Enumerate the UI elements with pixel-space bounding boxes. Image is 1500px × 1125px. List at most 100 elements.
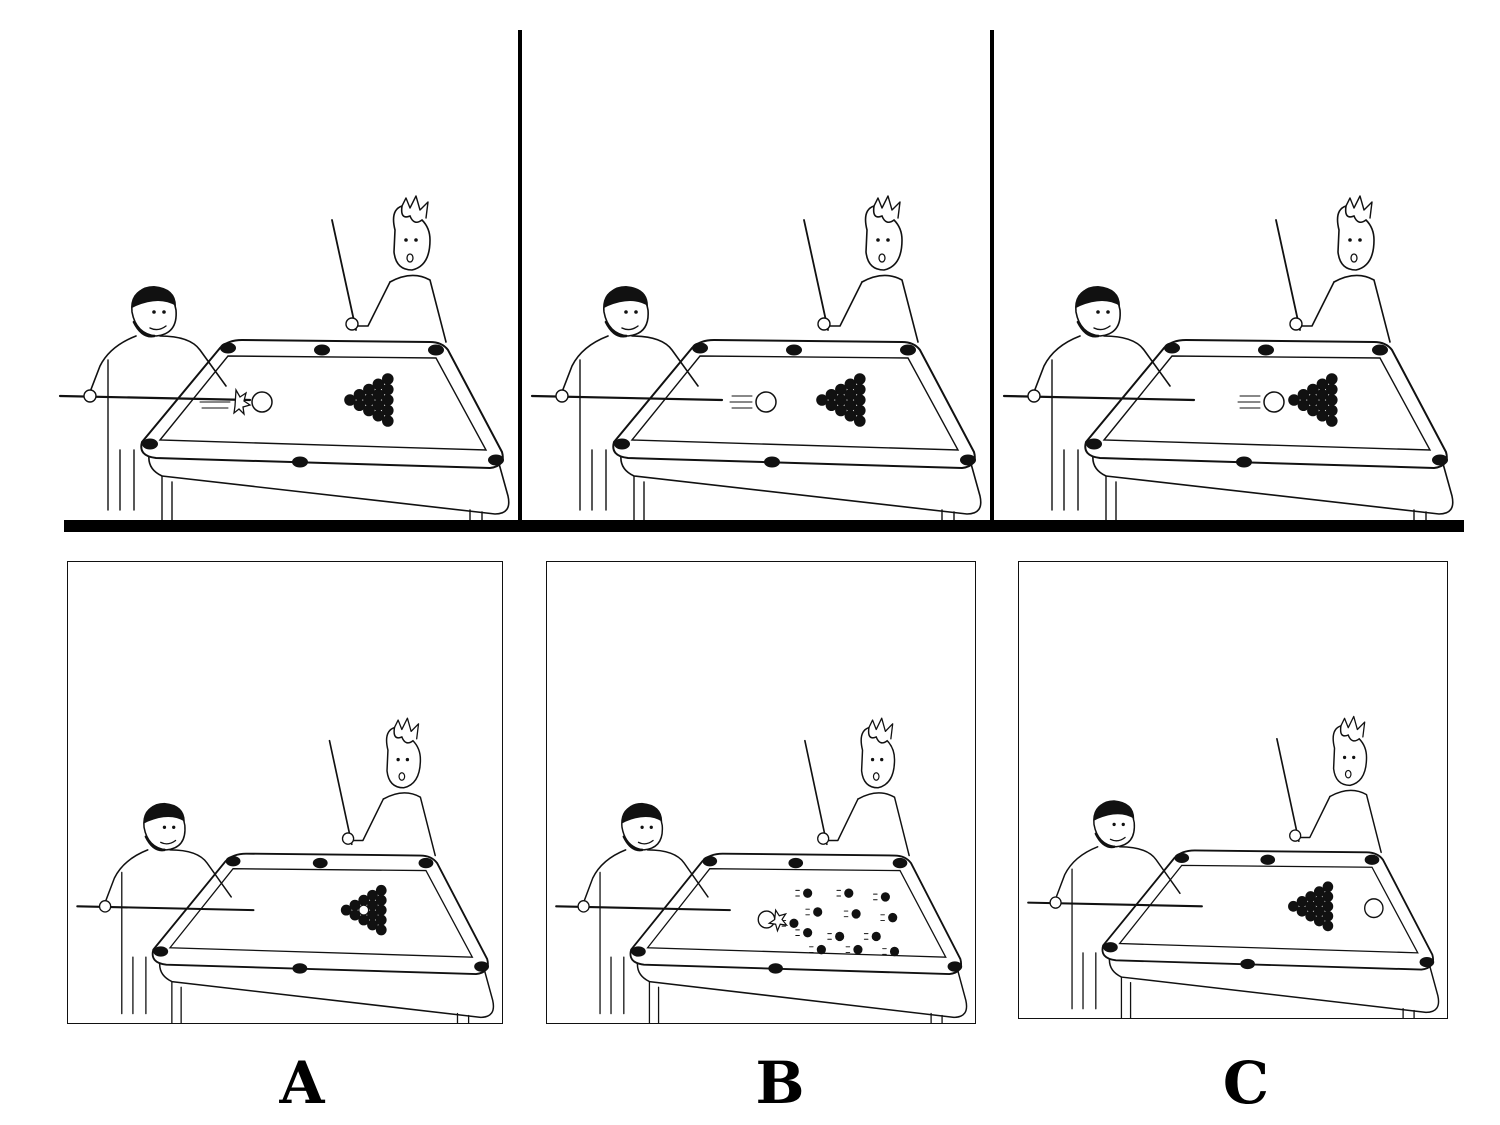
object-ball	[1313, 905, 1325, 917]
option-label-b[interactable]: B	[755, 1049, 805, 1117]
standing-player-eye	[886, 238, 890, 242]
shooter-beard	[144, 835, 166, 852]
object-ball	[816, 394, 828, 406]
object-ball	[358, 894, 370, 906]
object-ball	[1322, 900, 1334, 912]
table-pocket	[474, 961, 490, 972]
table-cushion	[158, 355, 488, 451]
frame-divider	[990, 30, 994, 522]
table-pocket	[1174, 852, 1190, 864]
motion-line	[805, 908, 810, 916]
shooter-eye	[172, 825, 176, 830]
object-ball	[367, 889, 378, 901]
standing-player-hand	[345, 317, 359, 331]
table-pocket	[702, 856, 718, 867]
standing-player-mouth	[878, 253, 886, 263]
pool-scene-option-a	[76, 717, 495, 1023]
standing-player-arm	[351, 281, 391, 327]
object-ball	[375, 914, 387, 926]
shooter-hand	[83, 389, 97, 403]
standing-player-cue	[804, 739, 828, 846]
standing-player-mouth	[872, 772, 880, 781]
standing-player-arm	[1295, 281, 1335, 327]
motion-line	[843, 910, 849, 918]
option-panel-b[interactable]	[546, 561, 976, 1024]
table-pocket	[1364, 854, 1380, 865]
object-ball	[1322, 910, 1334, 922]
standing-player-eye	[396, 757, 400, 762]
standing-player-torso	[1329, 789, 1382, 854]
object-ball	[871, 931, 881, 942]
object-ball	[844, 888, 854, 898]
shooter-back-arm	[104, 849, 149, 904]
shooter-eye	[624, 310, 628, 314]
table-pocket	[1240, 958, 1255, 970]
object-ball	[1325, 383, 1338, 396]
object-ball	[825, 399, 838, 412]
object-ball	[1307, 394, 1319, 406]
motion-line	[845, 946, 851, 953]
object-ball	[363, 404, 375, 417]
object-ball	[803, 927, 813, 938]
cue-ball	[1263, 391, 1285, 413]
table-pocket	[153, 946, 169, 957]
object-ball	[1297, 388, 1310, 401]
shooter-mouth	[149, 325, 167, 331]
object-ball	[363, 383, 375, 396]
object-ball	[1322, 881, 1334, 893]
table-pocket	[947, 961, 963, 972]
table-apron	[1108, 952, 1440, 1014]
object-ball	[853, 415, 866, 427]
shooter-legs	[121, 871, 147, 1015]
object-ball	[381, 404, 394, 417]
shooter-hand	[1027, 389, 1041, 403]
shooter-back-arm	[561, 335, 609, 393]
object-ball	[1316, 399, 1329, 412]
standing-player-cue	[803, 219, 829, 331]
table-rail	[629, 852, 962, 976]
pool-scene-option-b	[555, 717, 968, 1023]
object-ball	[1325, 415, 1338, 427]
table-pocket	[892, 857, 908, 869]
object-ball	[349, 909, 361, 921]
option-label-c[interactable]: C	[1222, 1049, 1270, 1117]
shooter-beard	[604, 320, 628, 338]
table-apron	[148, 449, 510, 515]
shooter-front-arm	[631, 335, 699, 387]
motion-line	[1237, 395, 1261, 409]
shooter-front-arm	[1118, 846, 1181, 895]
object-ball	[1305, 891, 1316, 902]
table-pocket	[225, 856, 241, 867]
option-panel-c[interactable]	[1018, 561, 1448, 1019]
object-ball	[372, 409, 385, 422]
pool-scene-option-c	[1027, 715, 1440, 1018]
object-ball	[358, 914, 370, 926]
option-label-a[interactable]: A	[279, 1049, 325, 1117]
object-ball	[1288, 394, 1300, 406]
standing-player-torso	[382, 792, 436, 857]
standing-player-mouth	[398, 772, 406, 781]
object-ball	[1322, 891, 1334, 902]
standing-player-eye	[1352, 755, 1356, 760]
object-ball	[825, 388, 838, 401]
table-pocket	[614, 438, 630, 450]
table-pocket	[1258, 344, 1274, 356]
option-panel-a[interactable]	[67, 561, 503, 1024]
standing-player-cue	[1276, 737, 1300, 843]
table-pocket	[900, 344, 916, 356]
shooter-hand	[555, 389, 569, 403]
object-ball	[835, 931, 845, 942]
standing-player-mouth	[406, 253, 414, 263]
strike-burst	[233, 387, 252, 416]
standing-player-cue	[328, 739, 353, 846]
shooter-eye	[1112, 822, 1116, 827]
table-pocket	[960, 454, 976, 466]
standing-player-mouth	[1350, 253, 1358, 263]
shooter-eye	[162, 825, 167, 830]
scene-group	[76, 717, 495, 1023]
table-pocket	[1236, 456, 1252, 468]
pool-scene-contact	[1002, 195, 1454, 520]
standing-player-torso	[389, 274, 447, 343]
object-ball	[375, 884, 387, 896]
